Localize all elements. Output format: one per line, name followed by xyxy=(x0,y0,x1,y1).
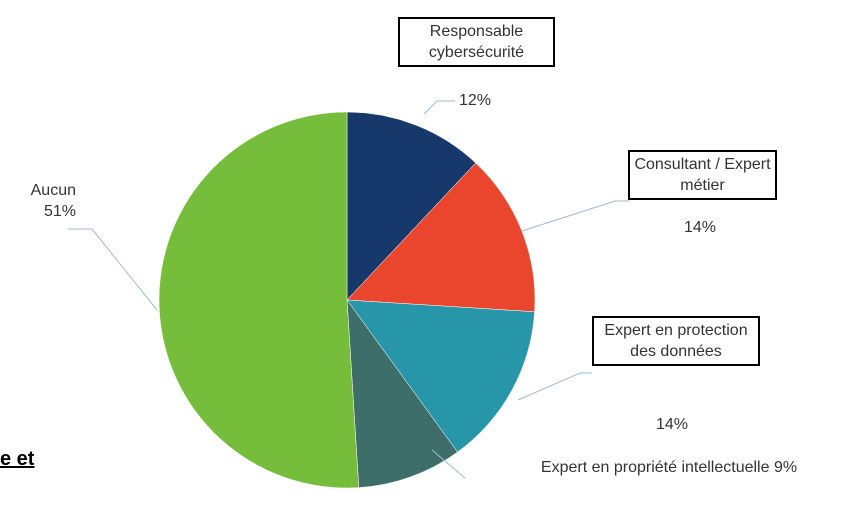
pie xyxy=(158,111,536,489)
leader-line xyxy=(431,449,466,479)
leader-line xyxy=(517,372,592,401)
category-label: Responsable cybersécurité xyxy=(398,17,555,67)
leader-line xyxy=(423,100,455,115)
data-label: Responsable cybersécurité xyxy=(398,17,555,67)
pie-slice xyxy=(158,111,360,489)
data-label: Expert en protection des données xyxy=(592,316,760,366)
category-label: Consultant / Expert métier xyxy=(628,150,777,200)
category-label: Expert en protection des données xyxy=(592,316,760,366)
pie-slice xyxy=(346,299,535,453)
data-label: Aucun 51% xyxy=(14,180,76,222)
value-label: 12% xyxy=(458,92,492,109)
leader-line xyxy=(521,200,630,232)
value-label: 14% xyxy=(655,416,689,433)
pie-slice xyxy=(346,162,536,313)
leader-lines xyxy=(68,100,630,479)
category-label: Expert en propriété intellectuelle xyxy=(540,459,770,476)
leader-line xyxy=(68,228,158,311)
pie-slice xyxy=(346,111,477,301)
value-label: 51% xyxy=(43,203,76,220)
category-label: Aucun xyxy=(30,182,76,199)
data-label: Consultant / Expert métier xyxy=(628,150,777,200)
value-label: 9% xyxy=(773,459,798,476)
document-fragment: e et xyxy=(0,448,35,470)
value-label: 14% xyxy=(683,219,717,236)
pie-slice xyxy=(346,299,458,488)
data-label: Expert en propriété intellectuelle 9% xyxy=(488,457,850,478)
